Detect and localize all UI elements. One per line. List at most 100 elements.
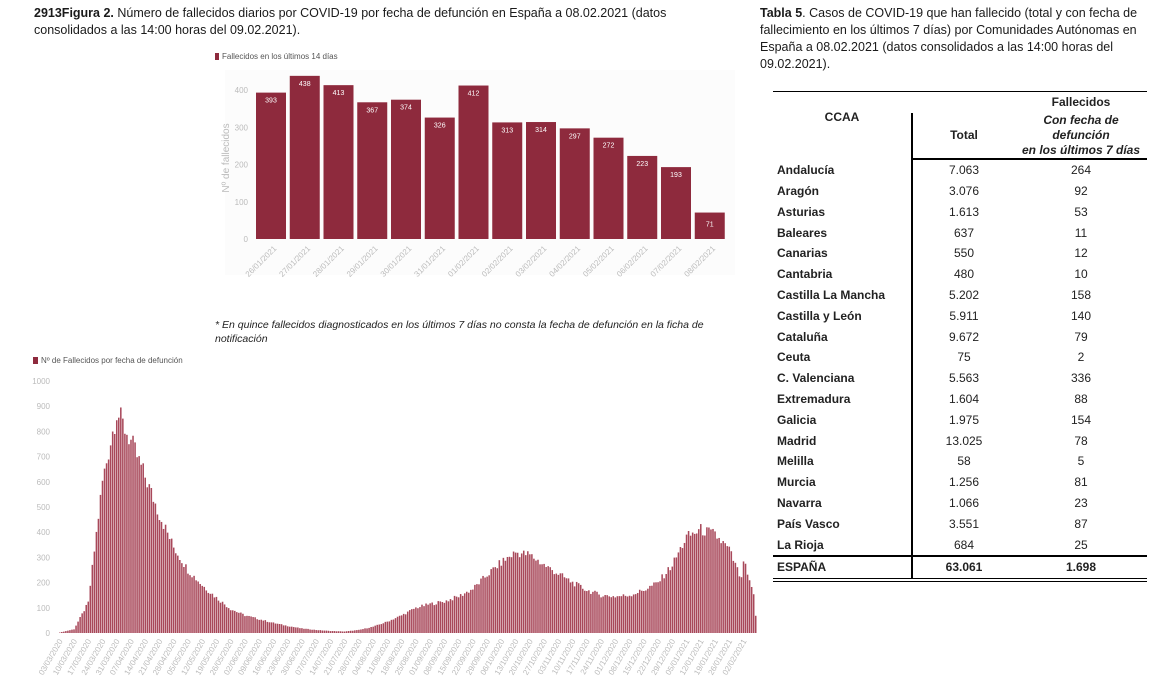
bar xyxy=(354,630,356,633)
bar xyxy=(409,610,411,633)
figure-footnote: * En quince fallecidos diagnosticados en… xyxy=(215,319,704,345)
bar xyxy=(297,627,299,633)
bar xyxy=(547,566,549,633)
cell-recent: 140 xyxy=(1070,308,1092,323)
bar xyxy=(311,629,313,633)
bar xyxy=(537,559,539,633)
bar xyxy=(504,560,507,633)
bar xyxy=(380,624,383,633)
header-spacer xyxy=(912,92,1015,113)
bar xyxy=(286,626,289,633)
bar xyxy=(543,563,545,633)
bar xyxy=(466,591,468,633)
bar xyxy=(293,627,295,633)
cell-recent: 12 xyxy=(1074,246,1088,261)
bar xyxy=(154,503,157,633)
bar xyxy=(252,617,254,633)
bar xyxy=(370,627,372,633)
bar xyxy=(520,553,523,633)
legend-swatch xyxy=(215,53,219,60)
y-tick-label: 300 xyxy=(235,123,249,132)
bar xyxy=(455,596,458,633)
bar xyxy=(478,584,480,633)
bar xyxy=(384,621,387,633)
bar xyxy=(486,576,488,633)
data-label: 297 xyxy=(569,133,581,140)
bar xyxy=(299,628,301,633)
bar xyxy=(470,589,472,633)
cell-recent: 88 xyxy=(1074,391,1088,406)
bar xyxy=(632,594,635,633)
cell-total: 1.066 xyxy=(911,492,1015,514)
table-row: Cantabria 480 10 xyxy=(773,263,1147,285)
y-tick-label: 0 xyxy=(46,629,51,638)
bar xyxy=(105,463,108,633)
bar xyxy=(388,621,391,633)
bar xyxy=(268,622,271,633)
bar xyxy=(634,594,637,633)
bar xyxy=(391,99,421,239)
bar xyxy=(594,590,596,633)
cell-ccaa: C. Valenciana xyxy=(777,371,855,386)
data-label: 438 xyxy=(299,81,311,88)
bar xyxy=(683,542,686,633)
bar xyxy=(665,574,667,633)
figure-caption-label: 2913Figura 2. xyxy=(34,6,114,20)
bar xyxy=(132,435,134,633)
bar xyxy=(447,601,450,633)
bar xyxy=(498,560,501,633)
bar xyxy=(217,600,220,633)
bar xyxy=(463,593,466,633)
bar xyxy=(627,155,658,239)
bar xyxy=(276,623,279,633)
bar xyxy=(248,615,250,633)
bar xyxy=(502,557,505,633)
bar xyxy=(91,564,94,633)
bar xyxy=(714,531,716,633)
bar xyxy=(740,577,743,633)
bar xyxy=(641,590,643,633)
bar xyxy=(445,600,448,633)
bar xyxy=(183,567,185,633)
bar xyxy=(624,595,627,633)
bar xyxy=(142,463,144,633)
bar xyxy=(352,630,354,633)
table-row: Extremadura 1.604 88 xyxy=(773,388,1147,410)
bar xyxy=(197,581,199,633)
bar xyxy=(170,538,173,633)
bar xyxy=(195,580,197,633)
cell-recent: 23 xyxy=(1074,495,1088,510)
bar xyxy=(323,630,326,633)
bar xyxy=(378,624,381,633)
bar xyxy=(400,615,403,633)
bar xyxy=(89,585,92,633)
bar xyxy=(584,590,586,633)
bar xyxy=(260,619,262,633)
bar xyxy=(374,625,376,633)
bar xyxy=(661,167,691,239)
cell-ccaa: Galicia xyxy=(777,412,817,427)
col-header-ccaa: CCAA xyxy=(824,110,860,124)
table-row: Ceuta 75 2 xyxy=(773,346,1147,368)
cell-ccaa: Extremadura xyxy=(777,391,851,406)
bar xyxy=(130,439,132,633)
bar xyxy=(179,560,181,633)
bar xyxy=(700,524,702,633)
bar xyxy=(531,554,533,633)
bar xyxy=(295,627,297,633)
table-row: Murcia 1.256 81 xyxy=(773,471,1147,493)
cell-total: 1.256 xyxy=(911,471,1015,493)
cell-total: 1.613 xyxy=(911,201,1015,223)
bar xyxy=(557,574,560,633)
bar xyxy=(337,631,340,633)
cell-ccaa: País Vasco xyxy=(777,516,840,531)
bar xyxy=(201,585,203,633)
bar xyxy=(166,532,169,633)
bar xyxy=(61,631,63,633)
bar xyxy=(659,581,661,633)
bar xyxy=(187,573,189,633)
bar xyxy=(240,612,242,633)
bar xyxy=(752,594,755,633)
cell-total: 5.202 xyxy=(911,284,1015,306)
